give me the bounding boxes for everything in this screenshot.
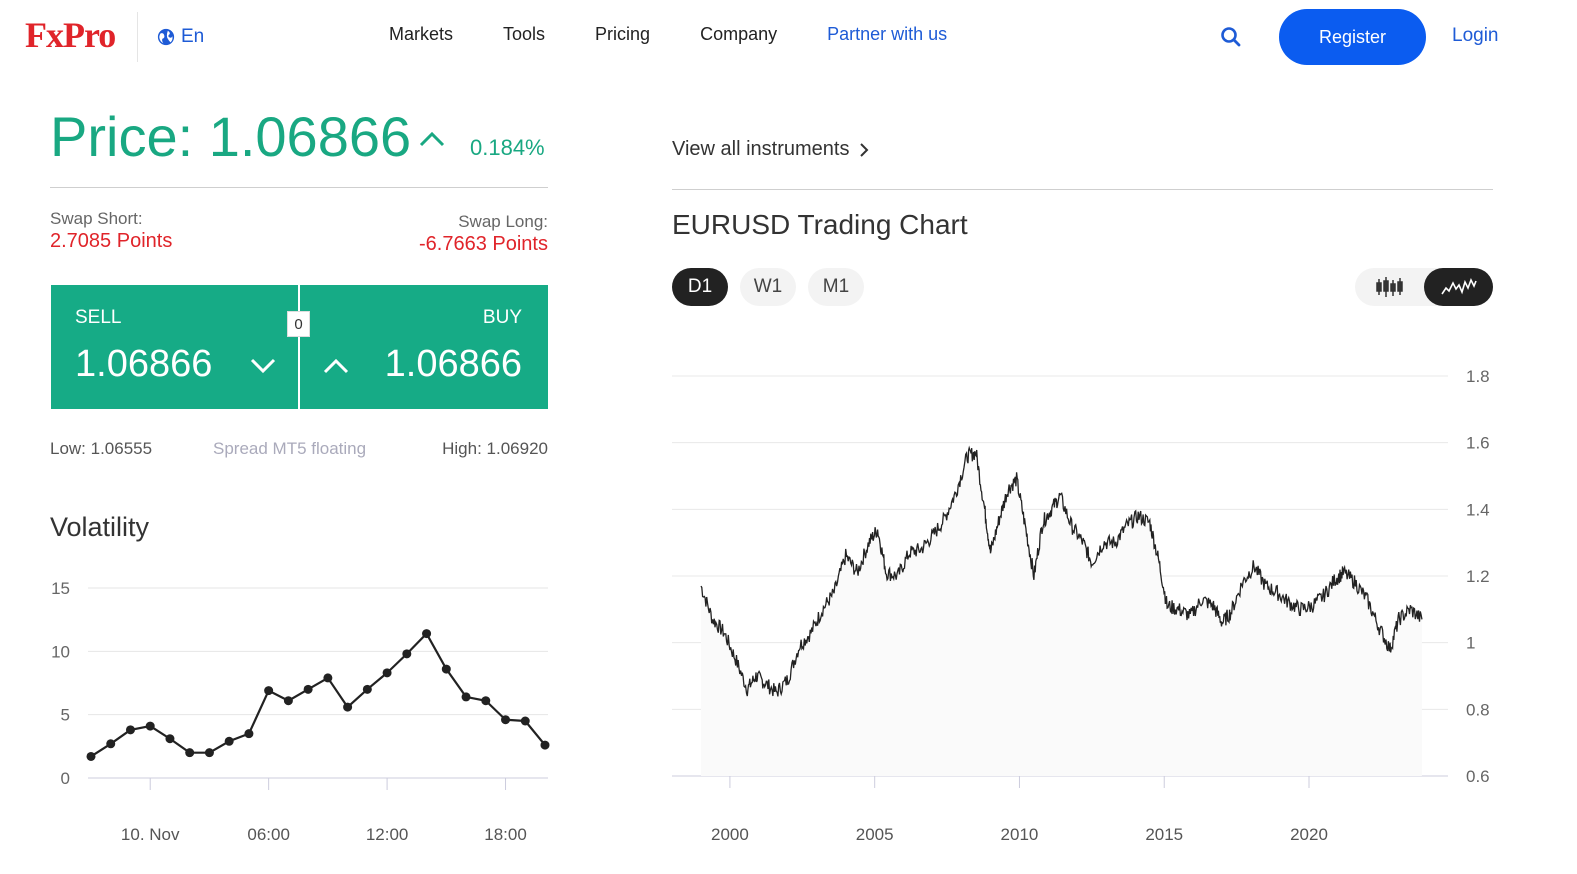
volatility-point bbox=[224, 736, 234, 746]
trading-chart-title: EURUSD Trading Chart bbox=[672, 209, 968, 240]
register-button[interactable]: Register bbox=[1279, 9, 1426, 65]
nav-tools[interactable]: Tools bbox=[503, 24, 546, 44]
volatility-point bbox=[283, 696, 293, 706]
y-tick-label: 5 bbox=[61, 706, 70, 725]
volatility-point bbox=[501, 715, 511, 725]
swap-long-label: Swap Long: bbox=[458, 212, 548, 231]
language-label: En bbox=[181, 26, 205, 47]
spread-badge: 0 bbox=[287, 311, 310, 337]
sell-price: 1.06866 bbox=[75, 343, 213, 385]
x-tick-label: 2000 bbox=[711, 825, 749, 844]
volatility-line bbox=[90, 631, 546, 758]
login-link[interactable]: Login bbox=[1452, 25, 1499, 46]
view-all-label: View all instruments bbox=[672, 138, 850, 160]
timeframe-d1-button[interactable]: D1 bbox=[672, 268, 728, 306]
volatility-point bbox=[244, 729, 254, 739]
volatility-point bbox=[461, 692, 471, 702]
divider bbox=[50, 187, 548, 188]
line-chart-button[interactable] bbox=[1424, 268, 1493, 306]
volatility-point bbox=[402, 649, 412, 659]
y-tick-label: 1.8 bbox=[1466, 367, 1490, 386]
price-change-percent: 0.184% bbox=[470, 135, 545, 160]
chart-type-toggle bbox=[1355, 268, 1493, 306]
search-icon[interactable] bbox=[1220, 26, 1242, 48]
volatility-point bbox=[441, 664, 451, 674]
swap-short-value: 2.7085 Points bbox=[50, 230, 173, 252]
price-area bbox=[701, 447, 1422, 776]
volatility-point bbox=[165, 734, 175, 744]
buy-button[interactable]: BUY 1.06866 bbox=[300, 285, 548, 409]
main-nav: Markets Tools Pricing Company Partner wi… bbox=[389, 24, 997, 45]
swap-short-label: Swap Short: bbox=[50, 209, 143, 228]
fxpro-logo[interactable]: FxPro bbox=[25, 15, 116, 55]
y-tick-label: 1.4 bbox=[1466, 500, 1490, 519]
nav-partner[interactable]: Partner with us bbox=[827, 24, 948, 44]
volatility-point bbox=[125, 725, 135, 735]
chevron-down-icon bbox=[250, 358, 276, 374]
sell-button[interactable]: SELL 1.06866 bbox=[51, 285, 298, 409]
volatility-point bbox=[422, 629, 432, 639]
divider bbox=[672, 189, 1493, 190]
sell-label: SELL bbox=[75, 307, 122, 328]
volatility-point bbox=[382, 668, 392, 678]
x-tick-label: 10. Nov bbox=[121, 825, 180, 844]
site-header: FxPro En Markets Tools Pricing Company P… bbox=[0, 0, 1577, 74]
chevron-up-icon bbox=[323, 358, 349, 374]
chevron-right-icon bbox=[860, 142, 869, 157]
candlestick-chart-button[interactable] bbox=[1355, 268, 1423, 306]
y-tick-label: 1.6 bbox=[1466, 434, 1490, 453]
volatility-point bbox=[86, 751, 96, 761]
price-line bbox=[700, 445, 1423, 697]
x-tick-label: 2010 bbox=[1001, 825, 1039, 844]
spread-type: Spread MT5 floating bbox=[213, 439, 367, 458]
y-tick-label: 10 bbox=[51, 642, 70, 661]
y-tick-label: 0.8 bbox=[1466, 700, 1490, 719]
x-tick-label: 18:00 bbox=[484, 825, 527, 844]
volatility-point bbox=[540, 740, 550, 750]
y-tick-label: 15 bbox=[51, 579, 70, 598]
high-price: High: 1.06920 bbox=[442, 439, 548, 458]
volatility-point bbox=[185, 748, 195, 758]
x-tick-label: 2015 bbox=[1145, 825, 1183, 844]
price-title: Price: 1.06866 bbox=[50, 105, 412, 168]
x-tick-label: 06:00 bbox=[247, 825, 290, 844]
x-tick-label: 2020 bbox=[1290, 825, 1328, 844]
volatility-point bbox=[106, 739, 116, 749]
line-chart-icon bbox=[1440, 278, 1477, 295]
low-price: Low: 1.06555 bbox=[50, 439, 153, 458]
y-tick-label: 1.2 bbox=[1466, 567, 1490, 586]
buy-label: BUY bbox=[482, 307, 522, 328]
y-tick-label: 1 bbox=[1466, 634, 1475, 653]
volatility-point bbox=[323, 673, 333, 683]
chevron-up-icon bbox=[419, 131, 445, 147]
nav-pricing[interactable]: Pricing bbox=[595, 24, 651, 44]
nav-markets[interactable]: Markets bbox=[389, 24, 454, 44]
y-tick-label: 0.6 bbox=[1466, 767, 1490, 786]
timeframe-m1-button[interactable]: M1 bbox=[808, 268, 864, 306]
timeframe-w1-button[interactable]: W1 bbox=[740, 268, 796, 306]
x-tick-label: 12:00 bbox=[366, 825, 409, 844]
x-tick-label: 2005 bbox=[856, 825, 894, 844]
volatility-point bbox=[145, 721, 155, 731]
eurusd-trading-chart: 1.8 1.6 1.4 1.2 1 0.8 0.6 2000 2005 2010 2015 2020 bbox=[672, 367, 1490, 844]
volatility-point bbox=[481, 696, 491, 706]
language-selector[interactable]: En bbox=[157, 26, 204, 48]
buy-price: 1.06866 bbox=[384, 343, 522, 385]
volatility-point bbox=[303, 684, 313, 694]
nav-company[interactable]: Company bbox=[700, 24, 778, 44]
volatility-point bbox=[362, 684, 372, 694]
candlestick-icon bbox=[1376, 277, 1403, 297]
volatility-point bbox=[520, 716, 530, 726]
globe-icon bbox=[157, 28, 175, 46]
volatility-point bbox=[264, 686, 274, 696]
view-all-instruments-link[interactable]: View all instruments bbox=[672, 138, 869, 161]
y-tick-label: 0 bbox=[61, 769, 70, 788]
volatility-chart: 0 5 10 15 10. Nov 06:00 12:00 18:00 bbox=[51, 579, 550, 844]
volatility-title: Volatility bbox=[50, 512, 150, 542]
volatility-point bbox=[343, 702, 353, 712]
volatility-point bbox=[204, 748, 214, 758]
logo-divider bbox=[137, 12, 138, 62]
swap-long-value: -6.7663 Points bbox=[419, 233, 548, 255]
